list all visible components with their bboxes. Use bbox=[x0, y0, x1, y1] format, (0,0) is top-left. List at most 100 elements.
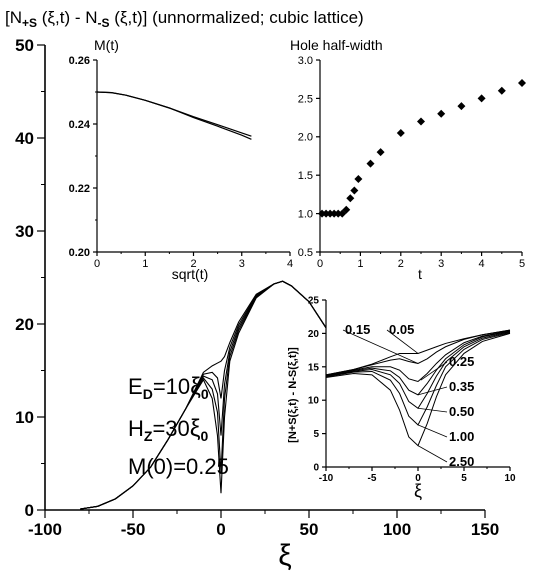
hole-label-leader bbox=[417, 424, 448, 438]
y-tick-label: 0 bbox=[313, 463, 319, 474]
half-width-inset: 0 1 2 3 4 5 0.5 1.0 1.5 2.0 2.5 3.0 Hole half-width t bbox=[290, 37, 526, 282]
hole-inset-ylabel: [N+S(ξ,t) - N-S(ξ,t)] bbox=[287, 347, 299, 443]
y-tick-label: 10 bbox=[308, 396, 320, 407]
x-tick-label: 0 bbox=[216, 520, 225, 539]
hole-inset-xlabel: ξ bbox=[414, 481, 422, 501]
hw-point bbox=[334, 209, 343, 218]
x-tick-label: 1 bbox=[357, 258, 363, 270]
y-tick-label: 3.0 bbox=[298, 55, 313, 67]
x-tick-label: 100 bbox=[383, 520, 411, 539]
hole-series-line-6 bbox=[325, 332, 511, 447]
x-tick-label: -5 bbox=[368, 473, 377, 484]
hw-inset-xlabel: t bbox=[418, 266, 422, 282]
x-tick-label: 0 bbox=[94, 258, 100, 270]
x-tick-label: 1 bbox=[142, 258, 148, 270]
hole-curve-label-2.50: 2.50 bbox=[449, 454, 474, 469]
hole-series-line-3 bbox=[325, 330, 511, 396]
y-tick-label: 5 bbox=[313, 429, 319, 440]
hole-label-leader bbox=[417, 407, 448, 413]
y-tick-label: 0.26 bbox=[69, 55, 90, 67]
param-ed: ED=10ξ0 bbox=[128, 373, 209, 402]
hw-point bbox=[518, 79, 526, 88]
x-tick-label: -50 bbox=[121, 520, 146, 539]
y-tick-label: 25 bbox=[308, 296, 320, 307]
y-tick-label: 10 bbox=[15, 408, 34, 427]
hole-label-leader bbox=[417, 445, 448, 463]
hole-label-leader bbox=[420, 361, 448, 381]
y-tick-label: 20 bbox=[15, 315, 34, 334]
x-tick-label: 5 bbox=[519, 258, 525, 270]
x-tick-label: 3 bbox=[239, 258, 245, 270]
hw-point bbox=[330, 209, 339, 218]
y-tick-label: 50 bbox=[15, 36, 34, 55]
x-tick-label: -100 bbox=[28, 520, 62, 539]
x-tick-label: 0 bbox=[317, 258, 323, 270]
y-tick-label: 20 bbox=[308, 329, 320, 340]
x-tick-label: 50 bbox=[300, 520, 319, 539]
y-tick-label: 2.5 bbox=[298, 93, 313, 105]
hw-point bbox=[437, 109, 446, 118]
x-tick-label: 4 bbox=[479, 258, 485, 270]
hole-series-line-2 bbox=[325, 330, 511, 383]
hw-inset-title: Hole half-width bbox=[290, 37, 383, 53]
hw-point bbox=[346, 194, 355, 203]
x-tick-label: 10 bbox=[504, 473, 516, 484]
mt-inset-title: M(t) bbox=[94, 37, 119, 53]
x-tick-label: 0 bbox=[415, 473, 421, 484]
hole-label-leader bbox=[342, 329, 419, 364]
hole-curve-label-0.05: 0.05 bbox=[389, 322, 414, 337]
hw-point bbox=[497, 86, 506, 95]
hole-inset-background bbox=[326, 295, 514, 467]
hole-curve-label-0.50: 0.50 bbox=[449, 404, 474, 419]
hw-point bbox=[354, 175, 363, 184]
mt-inset-background bbox=[97, 55, 290, 252]
x-tick-label: 2 bbox=[190, 258, 196, 270]
y-tick-label: 0.22 bbox=[69, 183, 90, 195]
x-tick-label: 4 bbox=[287, 258, 293, 270]
hw-point bbox=[326, 209, 335, 218]
y-tick-label: 0 bbox=[25, 501, 34, 520]
mt-series-line-1 bbox=[96, 91, 252, 140]
param-m0: M(0)=0.25 bbox=[128, 454, 229, 479]
hw-point bbox=[322, 209, 331, 218]
hw-point bbox=[350, 186, 359, 195]
main-curves bbox=[80, 280, 345, 510]
hole-curve-label-1.00: 1.00 bbox=[449, 429, 474, 444]
hole-label-leader bbox=[386, 329, 419, 354]
hw-point bbox=[376, 148, 385, 157]
x-tick-label: 2 bbox=[398, 258, 404, 270]
hole-curve-label-0.25: 0.25 bbox=[449, 354, 474, 369]
param-hz: HZ=30ξ0 bbox=[128, 415, 209, 444]
hw-point bbox=[396, 128, 405, 137]
x-tick-label: 3 bbox=[438, 258, 444, 270]
x-tick-label: 5 bbox=[461, 473, 467, 484]
y-tick-label: 30 bbox=[15, 222, 34, 241]
y-tick-label: 1.0 bbox=[298, 208, 313, 220]
y-tick-label: 40 bbox=[15, 129, 34, 148]
figure-title: [N+S (ξ,t) - N-S (ξ,t)] (unnormalized; c… bbox=[5, 8, 364, 30]
hw-inset-background bbox=[320, 55, 526, 252]
y-tick-label: 0.5 bbox=[298, 247, 313, 259]
main-series-line-4 bbox=[80, 280, 345, 510]
y-tick-label: 0.24 bbox=[69, 119, 91, 131]
mt-inset: 0 1 2 3 4 0.20 0.22 0.24 0.26 M(t) sqrt(t) bbox=[69, 37, 293, 282]
hw-point bbox=[477, 94, 486, 103]
hw-point bbox=[318, 209, 327, 218]
hole-label-leader bbox=[417, 386, 448, 396]
mt-inset-xlabel: sqrt(t) bbox=[172, 266, 209, 282]
hole-curve-label-0.15: 0.15 bbox=[345, 322, 370, 337]
y-tick-label: 15 bbox=[308, 362, 320, 373]
hole-inset: -10 -5 0 5 10 0 5 10 15 20 25 ξ [N+S(ξ,t) - N-S(ξ,t)… bbox=[287, 295, 516, 501]
hole-curve-label-0.35: 0.35 bbox=[449, 379, 474, 394]
hw-point bbox=[366, 159, 375, 168]
y-tick-label: 0.20 bbox=[69, 247, 90, 259]
x-tick-label: 150 bbox=[471, 520, 499, 539]
x-tick-label: -10 bbox=[319, 473, 334, 484]
x-axis-label: ξ bbox=[278, 539, 291, 572]
y-tick-label: 1.5 bbox=[298, 170, 313, 182]
hw-point bbox=[342, 205, 351, 214]
hw-point bbox=[457, 102, 466, 111]
y-tick-label: 2.0 bbox=[298, 132, 313, 144]
